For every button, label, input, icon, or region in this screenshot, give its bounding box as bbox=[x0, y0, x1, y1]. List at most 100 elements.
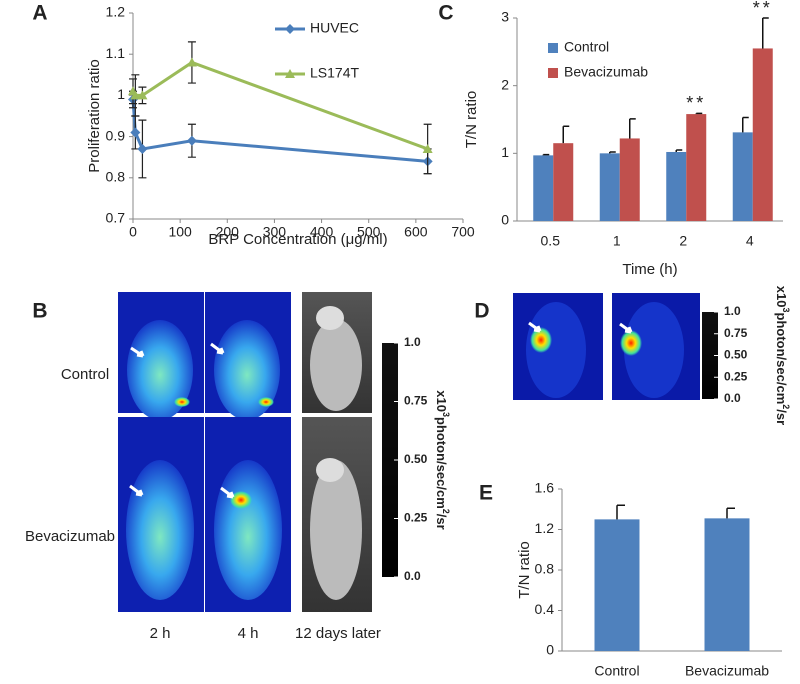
legend-label: Control bbox=[564, 39, 609, 55]
error-bar bbox=[726, 507, 735, 519]
bar bbox=[666, 151, 687, 221]
column-label: 12 days later bbox=[295, 625, 381, 642]
y-axis-label: Proliferation ratio bbox=[86, 59, 103, 172]
x-axis-label: Time (h) bbox=[622, 261, 677, 278]
x-tick-label: 500 bbox=[357, 224, 381, 240]
colorbar-label-part: 3 bbox=[441, 412, 451, 417]
x-tick-label: 0 bbox=[129, 224, 137, 240]
panel-letter: C bbox=[438, 2, 453, 25]
y-tick-label: 0.4 bbox=[535, 601, 555, 617]
image-d-left bbox=[513, 293, 603, 400]
colorbar-tick-label: 0.75 bbox=[404, 394, 428, 408]
y-tick-label: 0.8 bbox=[106, 169, 126, 185]
panel-letter: A bbox=[32, 2, 47, 25]
y-tick-label: 2 bbox=[501, 76, 509, 92]
y-tick-label: 0.8 bbox=[535, 561, 555, 577]
legend-label: HUVEC bbox=[310, 20, 359, 36]
colorbar-tick-label: 1.0 bbox=[404, 335, 421, 349]
y-tick-label: 0 bbox=[501, 212, 509, 228]
colorbar-label: x103photon/sec/cm2/sr bbox=[774, 286, 791, 425]
y-tick-label: 0.9 bbox=[106, 127, 126, 143]
panel-letter: B bbox=[32, 300, 47, 323]
bar bbox=[752, 48, 773, 222]
y-tick-label: 1.2 bbox=[535, 520, 555, 536]
y-tick-label: 0 bbox=[546, 642, 554, 658]
legend-marker bbox=[285, 69, 295, 78]
x-tick-label: 4 bbox=[746, 233, 754, 249]
image-d-right bbox=[612, 293, 700, 400]
y-tick-label: 1 bbox=[117, 86, 125, 102]
error-bar bbox=[616, 504, 625, 520]
x-tick-label: 200 bbox=[216, 224, 240, 240]
y-axis-label: T/N ratio bbox=[516, 541, 533, 599]
image-control-12d bbox=[302, 292, 372, 413]
error-bar bbox=[629, 118, 636, 139]
error-bar bbox=[562, 125, 570, 144]
y-tick-label: 1 bbox=[501, 144, 509, 160]
colorbar-label-part: 3 bbox=[781, 308, 791, 313]
bar bbox=[533, 155, 554, 221]
series-line bbox=[131, 99, 428, 163]
colorbar-label-part: x10 bbox=[774, 286, 789, 308]
image-bev-12d bbox=[302, 417, 372, 612]
x-tick-label: 0.5 bbox=[541, 233, 561, 249]
bar bbox=[732, 132, 753, 221]
data-point bbox=[422, 143, 433, 153]
significance-label: ** bbox=[686, 93, 706, 113]
x-tick-label: Control bbox=[594, 663, 639, 679]
x-tick-label: 1 bbox=[613, 233, 621, 249]
x-tick-label: 300 bbox=[263, 224, 287, 240]
legend-label: Bevacizumab bbox=[564, 64, 648, 80]
x-tick-label: 2 bbox=[679, 233, 687, 249]
colorbar-tick-label: 0.0 bbox=[724, 391, 741, 405]
y-tick-label: 0.7 bbox=[106, 210, 126, 226]
y-tick-label: 3 bbox=[501, 9, 509, 25]
image-bev-4h bbox=[205, 417, 291, 612]
colorbar-label-part: x10 bbox=[434, 390, 449, 412]
row-label: Control bbox=[61, 366, 109, 383]
error-bar bbox=[762, 17, 769, 49]
bar bbox=[619, 138, 640, 221]
significance-label: ** bbox=[753, 0, 773, 18]
y-axis-label: T/N ratio bbox=[463, 91, 480, 149]
x-tick-label: 700 bbox=[451, 224, 475, 240]
error-bar bbox=[542, 153, 550, 156]
data-point bbox=[186, 135, 197, 146]
imaging-panels bbox=[118, 292, 700, 612]
x-axis-label: BRP Concentration (μg/ml) bbox=[208, 231, 387, 248]
colorbar-tick-label: 0.50 bbox=[404, 452, 428, 466]
colorbar-tick-label: 0.25 bbox=[724, 369, 748, 383]
legend-swatch bbox=[548, 43, 558, 53]
colorbar-label-part: /sr bbox=[774, 409, 789, 425]
bar bbox=[553, 143, 574, 221]
data-point bbox=[137, 90, 148, 100]
colorbar-tick-label: 0.25 bbox=[404, 511, 428, 525]
data-point bbox=[130, 127, 141, 138]
x-tick-label: 600 bbox=[404, 224, 428, 240]
data-point bbox=[186, 57, 197, 67]
column-label: 4 h bbox=[238, 625, 259, 642]
colorbar-label: x103photon/sec/cm2/sr bbox=[434, 390, 451, 529]
colorbar-tick-label: 1.0 bbox=[724, 304, 741, 318]
bar bbox=[686, 114, 707, 221]
bar bbox=[594, 519, 640, 651]
data-point bbox=[137, 143, 148, 154]
y-tick-label: 1.6 bbox=[535, 480, 555, 496]
column-label: 2 h bbox=[150, 625, 171, 642]
x-tick-label: 400 bbox=[310, 224, 334, 240]
x-tick-label: Bevacizumab bbox=[685, 663, 769, 679]
data-point bbox=[130, 90, 141, 100]
colorbar-tick-label: 0.0 bbox=[404, 569, 421, 583]
error-bar bbox=[742, 116, 749, 133]
x-tick-label: 100 bbox=[168, 224, 192, 240]
colorbar-label-part: 2 bbox=[441, 509, 451, 514]
image-control-4h bbox=[205, 292, 291, 420]
y-tick-label: 1.1 bbox=[106, 45, 126, 61]
colorbar-label-part: photon/sec/cm bbox=[434, 417, 449, 509]
row-label: Bevacizumab bbox=[25, 528, 115, 545]
colorbar-label-part: photon/sec/cm bbox=[774, 313, 789, 405]
colorbar-tick-label: 0.50 bbox=[724, 348, 748, 362]
bar bbox=[704, 518, 750, 651]
colorbar-label-part: /sr bbox=[434, 514, 449, 530]
